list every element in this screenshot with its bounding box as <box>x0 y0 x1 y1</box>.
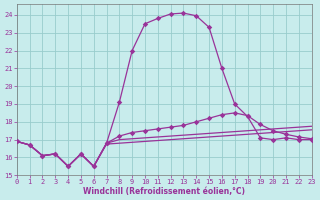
X-axis label: Windchill (Refroidissement éolien,°C): Windchill (Refroidissement éolien,°C) <box>83 187 245 196</box>
